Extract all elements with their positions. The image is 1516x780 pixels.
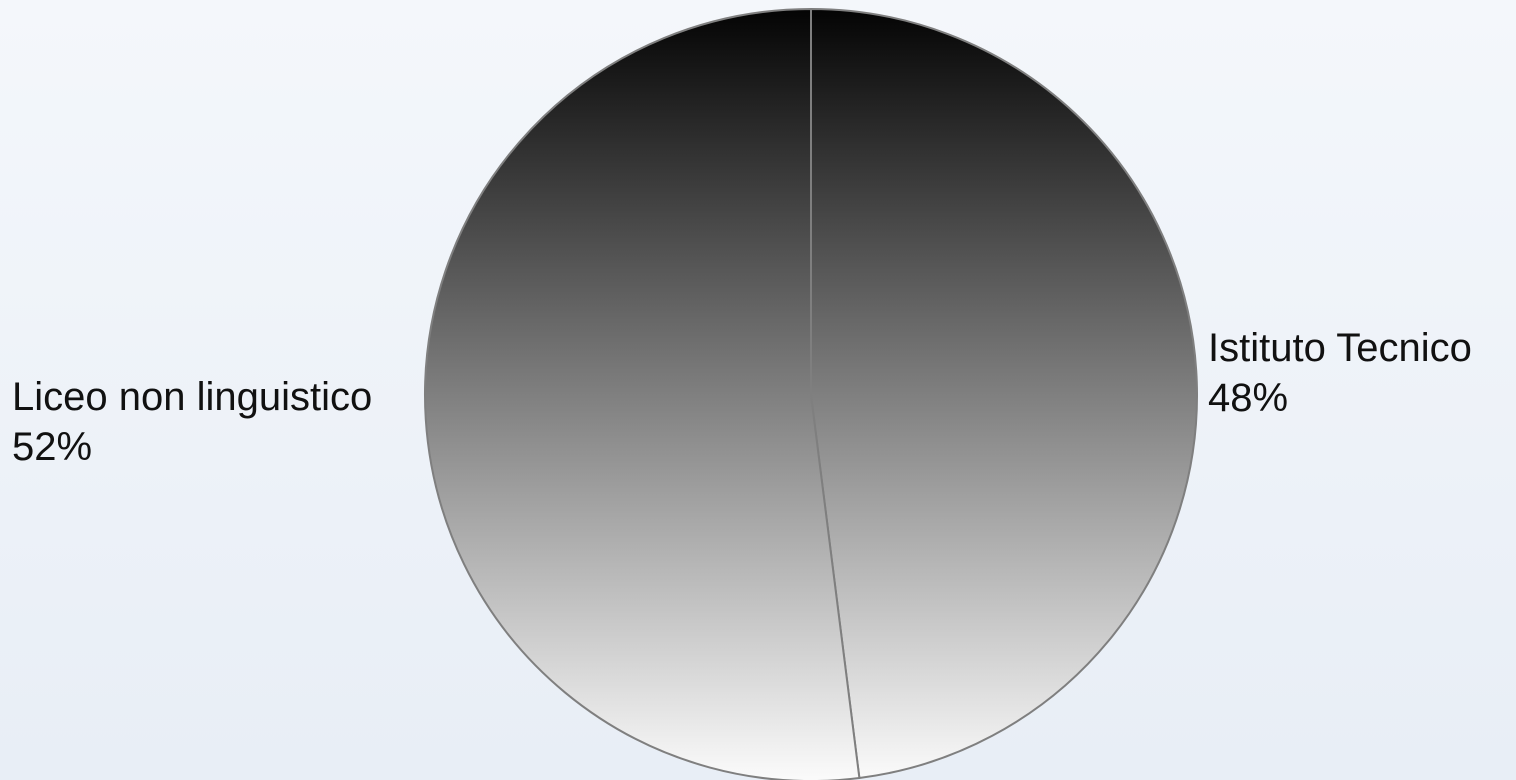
slice-label-istituto-tecnico: Istituto Tecnico 48% <box>1208 323 1472 423</box>
pie-slice-istituto-tecnico <box>810 8 1198 779</box>
slice-label-liceo-non-linguistico: Liceo non linguistico 52% <box>12 372 372 472</box>
pie-slice-liceo-non-linguistico <box>424 8 861 780</box>
pie-slices <box>424 8 1198 780</box>
slice-category-label: Istituto Tecnico <box>1208 326 1472 370</box>
slice-percent-label: 52% <box>12 425 93 469</box>
slice-percent-label: 48% <box>1208 376 1289 420</box>
slice-category-label: Liceo non linguistico <box>12 375 373 419</box>
